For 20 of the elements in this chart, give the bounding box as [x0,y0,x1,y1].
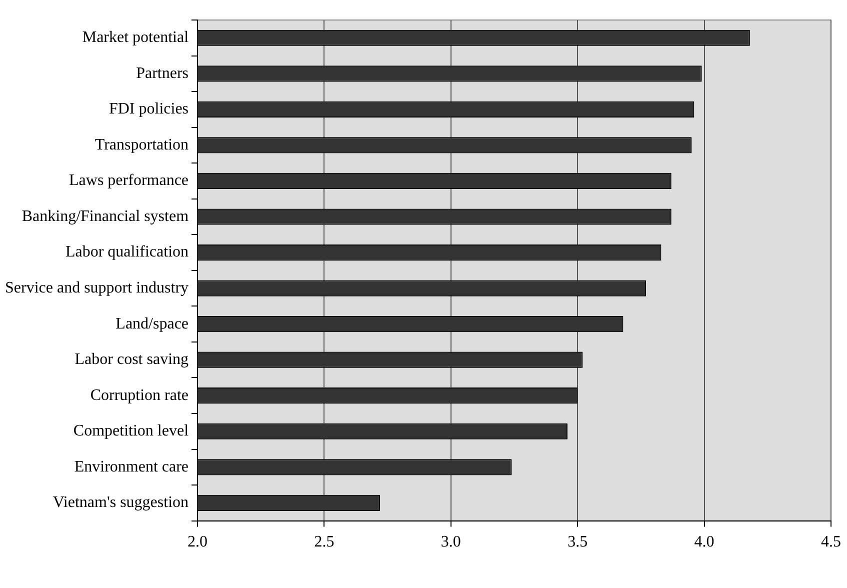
y-tick-label: Corruption rate [90,386,189,404]
x-tick-label: 4.5 [821,534,841,551]
y-tick-label: Laws performance [69,172,189,190]
y-tick-label: Partners [136,64,189,82]
y-tick-label: Banking/Financial system [22,208,190,225]
y-tick-label: FDI policies [108,100,189,118]
y-tick-label: Service and support industry [4,279,189,296]
y-tick-label: Land/space [116,315,189,332]
y-tick-label: Market potential [82,29,190,46]
y-tick-label: Vietnam's suggestion [52,494,189,512]
y-tick-label: Transportation [94,136,189,154]
y-tick-label: Labor qualification [65,244,189,261]
y-tick-label: Labor cost saving [74,351,189,368]
x-tick-label: 4.0 [694,534,714,551]
y-tick-label: Competition level [73,422,190,440]
x-tick-label: 2.0 [188,534,208,551]
x-tick-label: 3.0 [440,534,461,551]
y-tick-label: Environment care [74,458,189,476]
x-tick-label: 3.5 [568,534,588,551]
x-tick-label: 2.5 [314,534,334,551]
